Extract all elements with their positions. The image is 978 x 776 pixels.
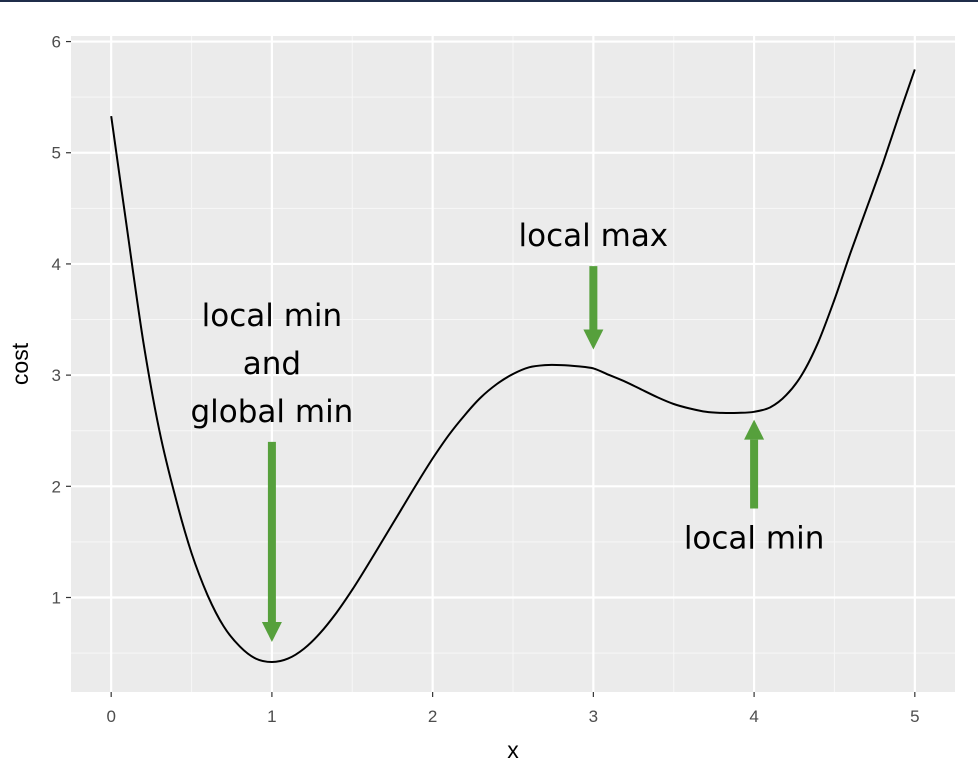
annotation-arrow-head	[744, 419, 765, 440]
y-axis: 1 2 3 4 5 6	[52, 33, 71, 607]
y-tick-label: 5	[52, 144, 61, 163]
x-tick-label: 5	[910, 707, 919, 726]
x-axis-title: x	[507, 737, 519, 763]
annotation-labels: local max local min and global min local min	[190, 218, 824, 556]
annotation-label-line: and	[243, 346, 301, 382]
x-tick-label: 3	[589, 707, 598, 726]
y-tick-label: 3	[52, 366, 61, 385]
x-axis: 0 1 2 3 4 5	[106, 692, 920, 726]
annotation-arrow-head	[261, 621, 282, 642]
annotation-label-line: global min	[190, 394, 353, 430]
x-tick-label: 1	[267, 707, 276, 726]
minor-gridlines	[71, 36, 955, 692]
y-tick-label: 1	[52, 588, 61, 607]
y-axis-title: cost	[7, 342, 33, 385]
x-tick-label: 2	[428, 707, 437, 726]
x-tick-label: 0	[106, 707, 115, 726]
top-border-line	[0, 0, 978, 2]
annotation-label-line: local min	[202, 298, 343, 334]
annotation-arrows	[261, 266, 765, 642]
y-tick-label: 2	[52, 477, 61, 496]
x-tick-label: 4	[749, 707, 758, 726]
y-tick-label: 6	[52, 33, 61, 52]
annotation-label-line: local max	[519, 218, 669, 254]
cost-curve-line	[110, 69, 916, 664]
y-tick-label: 4	[52, 255, 61, 274]
annotation-arrow-head	[583, 329, 604, 350]
annotation-label-line: local min	[684, 521, 825, 557]
